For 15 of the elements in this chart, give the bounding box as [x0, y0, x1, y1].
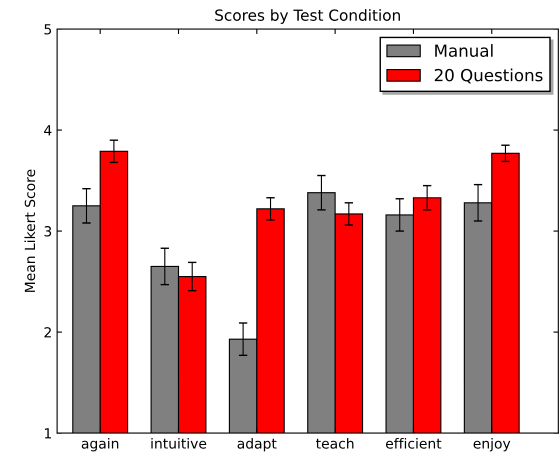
x-tick-label: adapt — [238, 438, 277, 452]
x-tick-label: teach — [316, 438, 354, 449]
legend-label: Manual — [435, 44, 493, 57]
chart-title: Scores by Test Condition — [215, 9, 400, 24]
y-tick-label: 3 — [44, 226, 52, 237]
y-tick-label: 1 — [44, 428, 51, 438]
legend-label: 20 Questions — [434, 68, 543, 84]
y-tick-label: 4 — [44, 125, 52, 136]
x-tick-label: intuitive — [151, 438, 206, 449]
y-tick-label: 2 — [44, 327, 51, 338]
x-tick-label: efficient — [386, 438, 442, 449]
x-tick-label: enjoy — [474, 438, 510, 452]
x-tick-label: again — [82, 438, 118, 452]
y-axis-title: Mean Likert Score — [24, 170, 36, 292]
y-tick-label: 5 — [44, 24, 52, 35]
